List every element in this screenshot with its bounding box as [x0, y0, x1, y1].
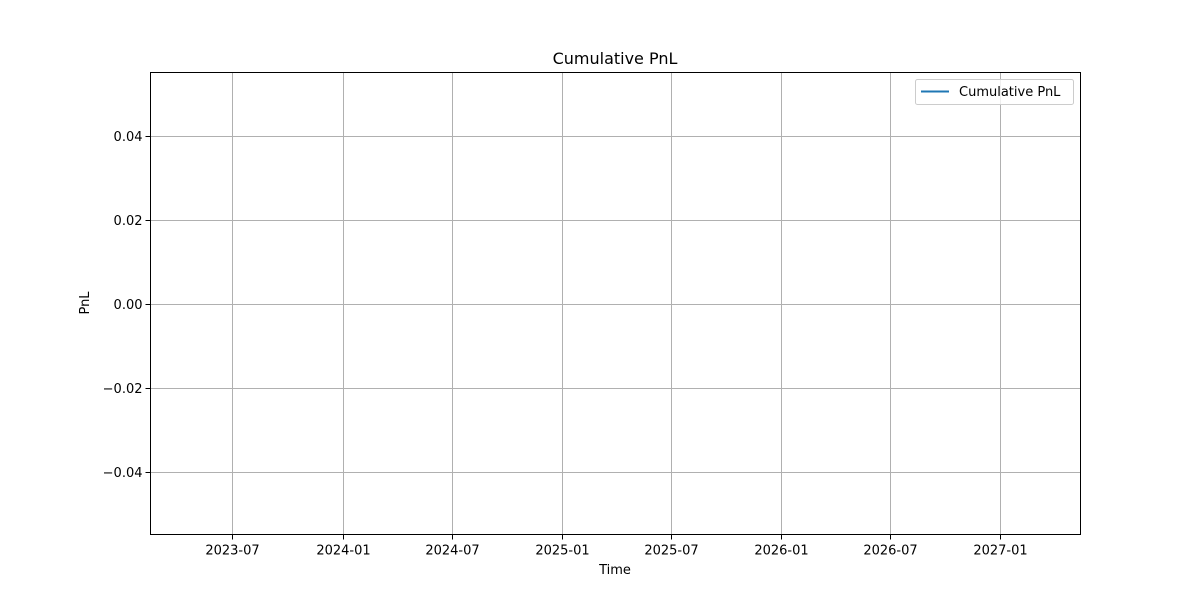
- y-tick-label: 0.02: [114, 214, 143, 229]
- x-tick-label: 2027-01: [973, 544, 1027, 559]
- x-tick-label: 2026-07: [863, 544, 917, 559]
- x-tick-label: 2024-01: [316, 544, 370, 559]
- y-tick-label: 0.00: [114, 298, 143, 313]
- y-tick-label: −0.04: [103, 466, 143, 481]
- tick-layer: 2023-07 2024-01 2024-07 2025-01 2025-07 2026-…: [103, 130, 1028, 559]
- legend: Cumulative PnL: [915, 79, 1074, 105]
- plot-frame: [150, 72, 1081, 535]
- chart-title: Cumulative PnL: [553, 49, 678, 68]
- x-tick-label: 2025-07: [644, 544, 698, 559]
- y-tick-label: −0.02: [103, 382, 143, 397]
- x-tick-label: 2026-01: [754, 544, 808, 559]
- y-axis-label: PnL: [78, 291, 93, 315]
- grid-layer: [150, 72, 1081, 535]
- y-tick-label: 0.04: [114, 130, 143, 145]
- legend-box: [915, 79, 1074, 105]
- x-axis-label: Time: [598, 563, 631, 578]
- x-tick-label: 2024-07: [425, 544, 479, 559]
- x-tick-label: 2025-01: [535, 544, 589, 559]
- x-tick-label: 2023-07: [205, 544, 259, 559]
- legend-label-cumulative-pnl: Cumulative PnL: [959, 85, 1061, 100]
